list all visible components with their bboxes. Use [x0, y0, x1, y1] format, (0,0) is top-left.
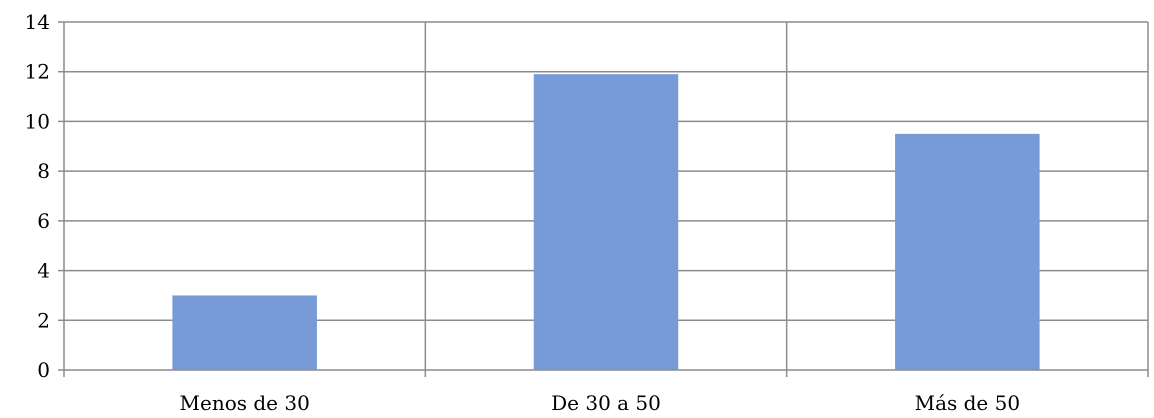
bar-1 — [533, 74, 679, 370]
y-tick-label: 12 — [25, 60, 50, 84]
bar-0 — [172, 295, 317, 370]
x-tick-label: De 30 a 50 — [551, 391, 661, 415]
bars — [172, 74, 1040, 370]
y-tick-label: 4 — [37, 259, 50, 283]
y-tick-label: 0 — [37, 358, 50, 382]
x-tick-label: Más de 50 — [915, 391, 1020, 415]
bar-2 — [895, 133, 1040, 370]
y-tick-label: 8 — [37, 159, 50, 183]
y-tick-label: 10 — [25, 109, 50, 133]
tick-labels: 0 2 4 6 8 10 12 14 Menos de 30 De 30 a 50 Más de 5… — [25, 10, 1021, 415]
y-tick-label: 14 — [25, 10, 50, 34]
y-tick-label: 6 — [37, 209, 50, 233]
axes — [58, 21, 1149, 377]
x-tick-label: Menos de 30 — [180, 391, 310, 415]
y-tick-label: 2 — [37, 308, 50, 332]
